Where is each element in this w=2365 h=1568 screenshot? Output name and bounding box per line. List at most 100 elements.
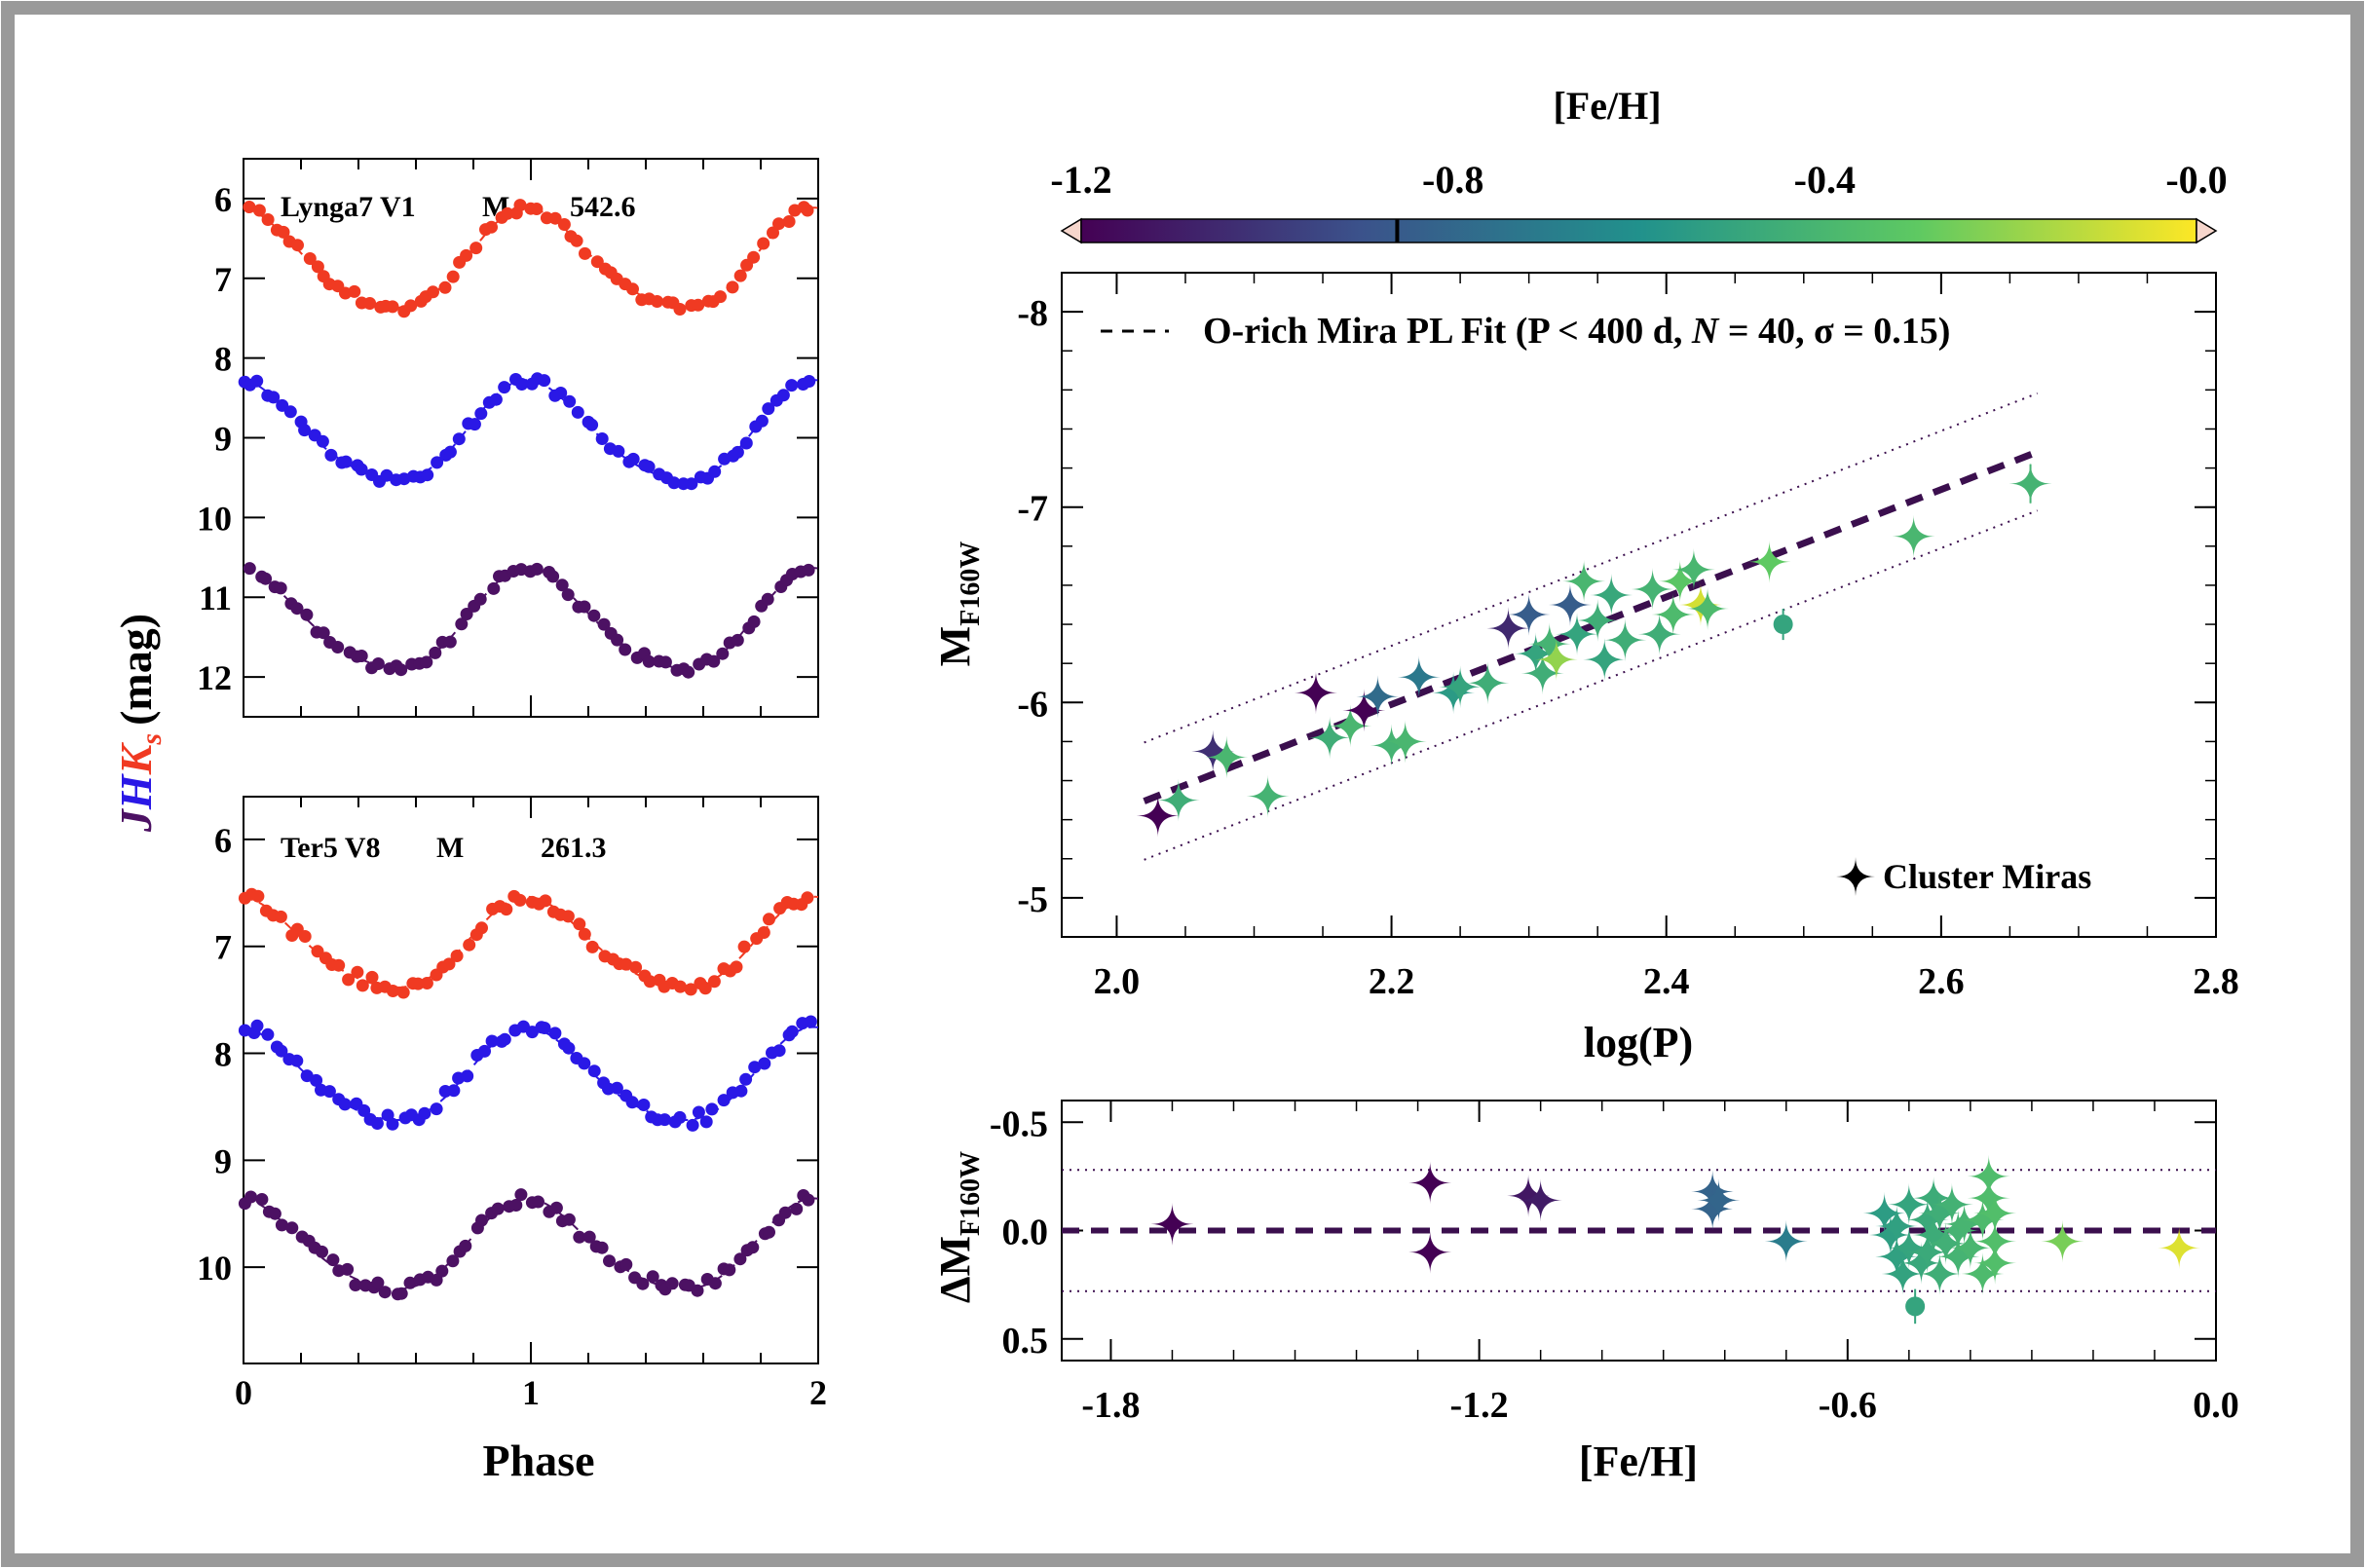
resid-point	[1918, 1252, 1962, 1295]
pl-point	[1603, 618, 1647, 662]
resid-point	[1875, 1205, 1919, 1249]
data-point-Ks	[459, 1239, 472, 1252]
data-point-Ks	[723, 1263, 736, 1277]
colorbar-low-arrow	[1060, 217, 1082, 244]
data-point-Ks	[578, 600, 591, 614]
data-point-J	[332, 958, 346, 972]
pl-point	[1576, 599, 1620, 643]
points-pl	[1136, 462, 2052, 838]
data-point-J	[782, 215, 796, 228]
pl-point	[1342, 689, 1386, 732]
data-point-J	[737, 940, 751, 953]
data-point-J	[557, 218, 571, 231]
data-point-H	[562, 1041, 576, 1055]
data-point-H	[595, 432, 609, 445]
y-tick-label: 9	[214, 420, 232, 459]
data-point-Ks	[455, 617, 469, 631]
data-point-H	[322, 1085, 336, 1099]
model-curve-Ks	[243, 567, 819, 669]
model-curve-H	[243, 1026, 819, 1121]
data-point-Ks	[597, 617, 611, 631]
data-point-J	[363, 297, 377, 310]
resid-point	[1961, 1252, 2005, 1295]
data-point-H	[498, 381, 511, 394]
data-point-H	[290, 1054, 304, 1067]
data-point-Ks	[371, 657, 385, 670]
data-point-Ks	[691, 1284, 704, 1297]
resid-point	[1942, 1202, 1986, 1246]
y-tick-label: 10	[197, 499, 232, 538]
data-point-Ks	[514, 563, 528, 577]
data-point-Ks	[636, 1277, 650, 1290]
pl-point	[1308, 716, 1352, 760]
data-point-Ks	[378, 1286, 392, 1299]
data-point-Ks	[546, 570, 560, 583]
data-point-J	[714, 290, 727, 304]
pl-fit-line	[1143, 448, 2039, 804]
y-tick-label: 8	[214, 1035, 232, 1074]
x-tick-label: 2	[809, 1373, 827, 1412]
data-point-Ks	[394, 663, 408, 677]
pl-point	[1246, 774, 1290, 818]
panel-label-period: 261.3	[541, 832, 607, 864]
data-point-H	[275, 1044, 288, 1058]
resid-point	[1912, 1176, 1956, 1220]
pl-relation-panel: 2.0 2.2 2.4 2.6 2.8 -5 -6 -7 -8 log(P) MF160W O-…	[931, 272, 2239, 1066]
data-point-H	[610, 1081, 623, 1095]
y-tick-label: 6	[214, 180, 232, 219]
data-point-Ks	[562, 1213, 576, 1226]
x-tick-label: 2.4	[1643, 961, 1690, 1002]
axes-lyngas: 6 7 8 9 10 11 12	[197, 159, 819, 717]
data-point-J	[450, 950, 464, 962]
data-point-Ks	[285, 1221, 299, 1235]
data-point-H	[386, 1117, 399, 1131]
pl-point	[1651, 593, 1695, 637]
data-point-H	[685, 477, 698, 491]
pl-point	[1590, 573, 1633, 616]
data-point-H	[739, 1072, 753, 1086]
resid-point	[1150, 1202, 1194, 1246]
data-point-H	[585, 418, 599, 431]
data-point-J	[772, 217, 785, 231]
colorbar: [Fe/H] -1.2 -0.8 -0.4 -0.0	[1050, 84, 2228, 244]
resid-point	[1507, 1174, 1551, 1217]
fit-lines-pl	[1143, 392, 2039, 861]
data-point-Ks	[403, 1276, 417, 1289]
colorbar-tick-label: -0.4	[1794, 158, 1856, 202]
resid-point	[1967, 1154, 2010, 1198]
curves-ter5	[238, 887, 819, 1301]
data-point-H	[339, 455, 353, 468]
pl-point	[1534, 638, 1578, 682]
data-point-Ks	[731, 633, 744, 647]
data-point-Ks	[682, 665, 695, 679]
y-tick-label: 0.0	[1002, 1213, 1049, 1253]
data-point-Ks	[646, 1270, 659, 1284]
data-point-Ks	[532, 1195, 544, 1209]
resid-point	[1862, 1191, 1906, 1235]
data-point-Ks	[430, 1273, 443, 1287]
pl-point	[1686, 587, 1730, 631]
pl-point	[1892, 514, 1935, 558]
pl-point	[1294, 671, 1337, 715]
data-point-H	[355, 463, 368, 476]
data-point-Ks	[549, 1201, 563, 1214]
data-point-J	[757, 926, 770, 939]
pl-point	[1432, 671, 1476, 715]
panel-label-type: M	[436, 832, 464, 864]
pl-point	[1562, 559, 1606, 603]
data-point-J	[442, 957, 456, 971]
data-point-H	[380, 468, 394, 482]
data-point-Ks	[355, 650, 368, 662]
data-point-J	[570, 234, 583, 247]
data-point-J	[513, 893, 527, 907]
data-point-Ks	[349, 1279, 362, 1291]
data-point-Ks	[317, 626, 330, 640]
data-point-H	[785, 379, 799, 392]
light-curve-panel-ter5: Ter5 V8 M 261.3 6 7 8 9 10 0 1 2 Phase	[197, 796, 827, 1485]
data-point-H	[461, 1069, 474, 1083]
pl-point	[1637, 613, 1681, 656]
data-point-H	[708, 465, 722, 478]
data-point-J	[561, 910, 575, 923]
